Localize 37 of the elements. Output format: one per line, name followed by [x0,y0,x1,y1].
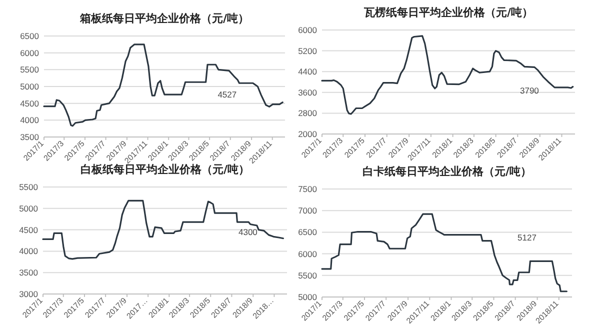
y-tick-label: 5200 [298,46,318,56]
y-tick-label: 5000 [298,292,318,302]
chart-title: 箱板纸每日平均企业价格（元/吨） [78,12,250,25]
y-tick-label: 3600 [298,87,318,98]
y-tick-label: 4500 [20,98,40,108]
y-tick-label: 5500 [19,182,38,192]
y-tick-label: 4400 [298,66,318,77]
line-series [43,44,284,127]
chart-title: 瓦楞纸每日平均企业价格（元/吨） [362,6,534,19]
y-tick-label: 4000 [20,115,40,126]
y-tick-label: 5500 [20,64,40,75]
chart-title: 白板纸每日平均企业价格（元/吨） [80,163,250,176]
line-series [321,35,574,115]
y-tick-label: 5000 [19,203,38,214]
y-tick-label: 7000 [298,206,318,216]
line-series [321,213,568,292]
y-tick-label: 6000 [20,48,40,58]
y-tick-label: 5500 [298,270,318,280]
y-tick-label: 2000 [298,129,318,139]
annotation: 5127 [518,232,537,243]
annotation: 3790 [520,85,540,96]
y-tick-label: 3000 [19,289,38,299]
line-series [42,200,284,260]
y-tick-label: 6500 [298,227,318,238]
y-tick-label: 6000 [298,25,318,35]
y-tick-label: 3500 [20,132,40,142]
y-tick-label: 2800 [298,108,318,118]
y-tick-label: 6000 [298,248,318,259]
y-tick-label: 4000 [19,246,38,256]
y-tick-label: 3500 [19,268,38,278]
y-tick-label: 7500 [298,184,318,194]
y-tick-label: 4500 [19,224,38,235]
annotation: 4300 [238,226,258,237]
annotation: 4527 [218,90,237,100]
chart-title: 白卡纸每日平均企业价格（元/吨） [362,165,532,178]
y-tick-label: 6500 [20,31,40,41]
y-tick-label: 5000 [20,82,40,92]
